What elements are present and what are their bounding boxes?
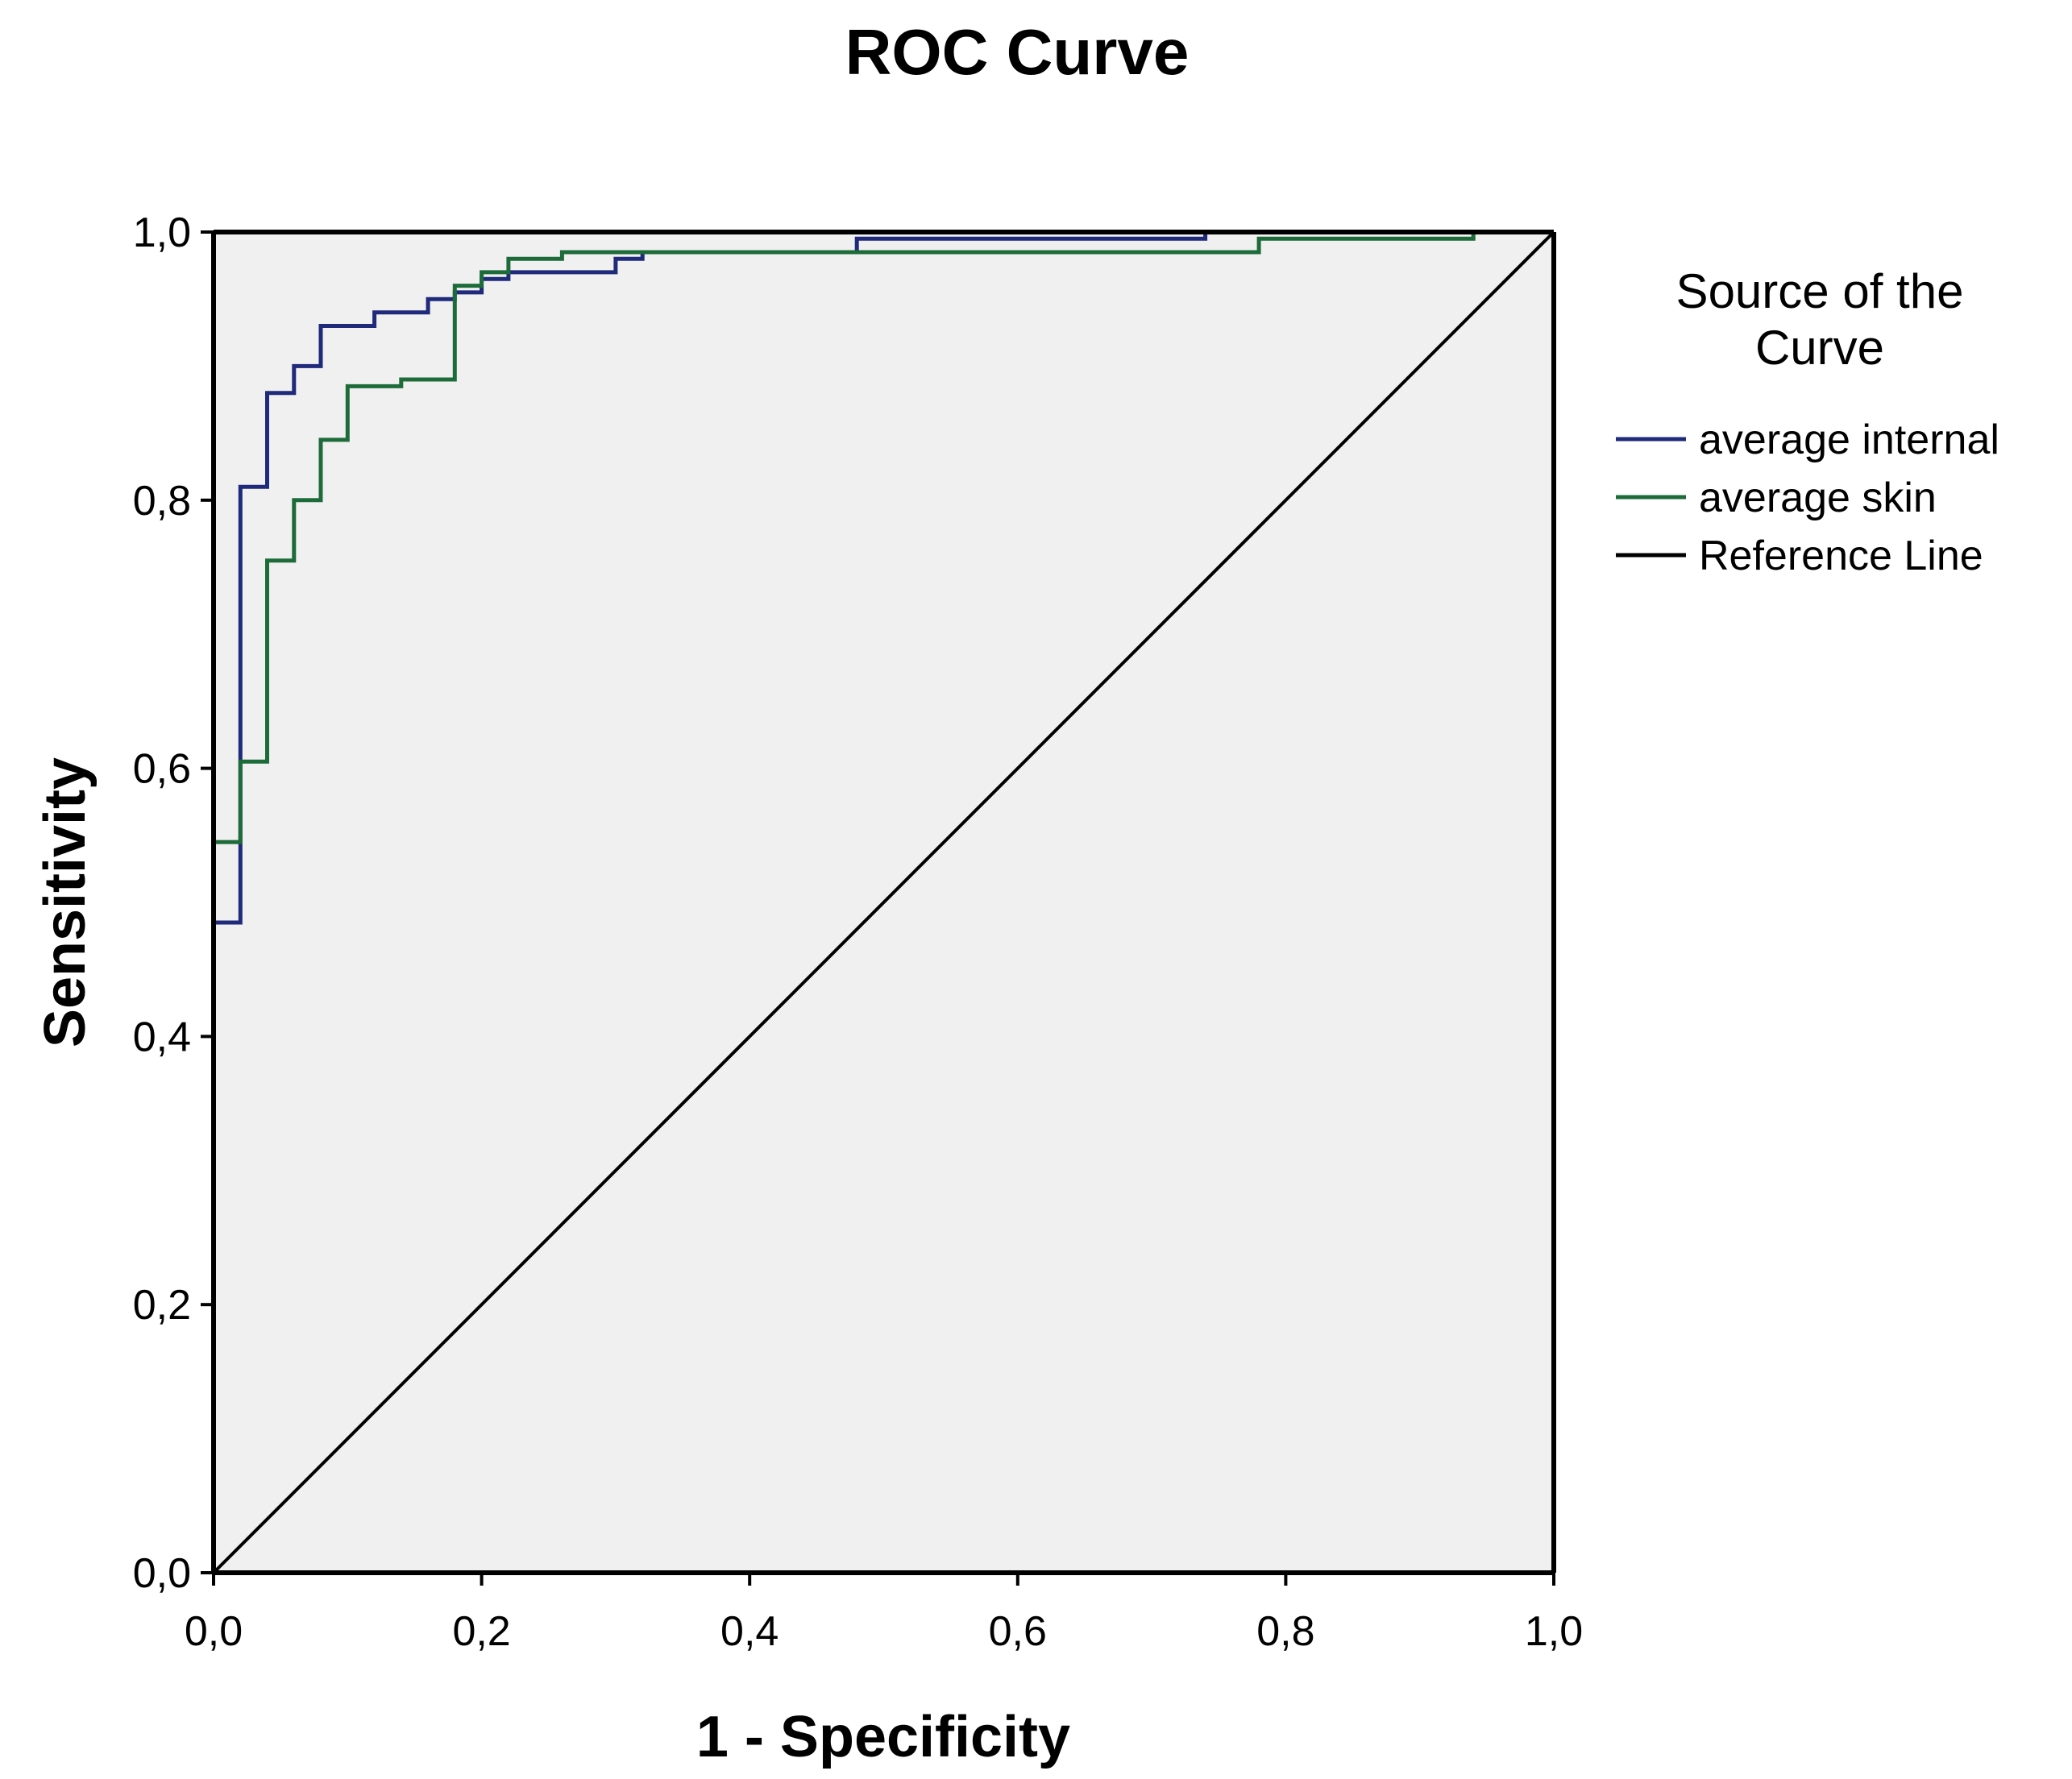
chart-title: ROC Curve — [845, 16, 1190, 88]
series-layer — [211, 230, 1555, 1574]
x-tick-label: 0,6 — [989, 1608, 1047, 1655]
legend-title-line1: Source of the — [1676, 264, 1964, 318]
legend-label-reference-line: Reference Line — [1699, 533, 1983, 579]
series-line-average-skin — [211, 230, 1554, 1573]
y-tick-label: 0,6 — [133, 746, 191, 793]
x-tick-label: 1,0 — [1525, 1608, 1583, 1655]
legend-label-average-internal: average internal — [1699, 417, 1999, 463]
x-axis-title: 1 - Specificity — [696, 1705, 1070, 1769]
legend: Source of the Curve average internalaver… — [1616, 264, 1999, 579]
x-tick-label: 0,2 — [452, 1608, 510, 1655]
legend-label-average-skin: average skin — [1699, 475, 1937, 521]
y-tick-label: 0,0 — [133, 1550, 191, 1597]
legend-items: average internal average skin Reference Li… — [1616, 417, 1999, 579]
x-tick-label: 0,0 — [185, 1608, 243, 1655]
legend-title-line2: Curve — [1755, 321, 1884, 375]
y-tick-label: 1,0 — [133, 209, 191, 256]
x-tick-label: 0,4 — [720, 1608, 779, 1655]
y-axis-ticks: 0,0 0,2 0,4 0,6 0,8 1,0 — [133, 209, 214, 1597]
y-tick-label: 0,4 — [133, 1014, 191, 1060]
y-axis-title: Sensitivity — [33, 757, 98, 1047]
x-tick-label: 0,8 — [1256, 1608, 1314, 1655]
x-axis-ticks: 0,0 0,2 0,4 0,6 0,8 1,0 — [185, 1573, 1583, 1655]
series-line-reference-line — [212, 230, 1555, 1574]
y-tick-label: 0,2 — [133, 1282, 191, 1329]
y-tick-label: 0,8 — [133, 478, 191, 525]
